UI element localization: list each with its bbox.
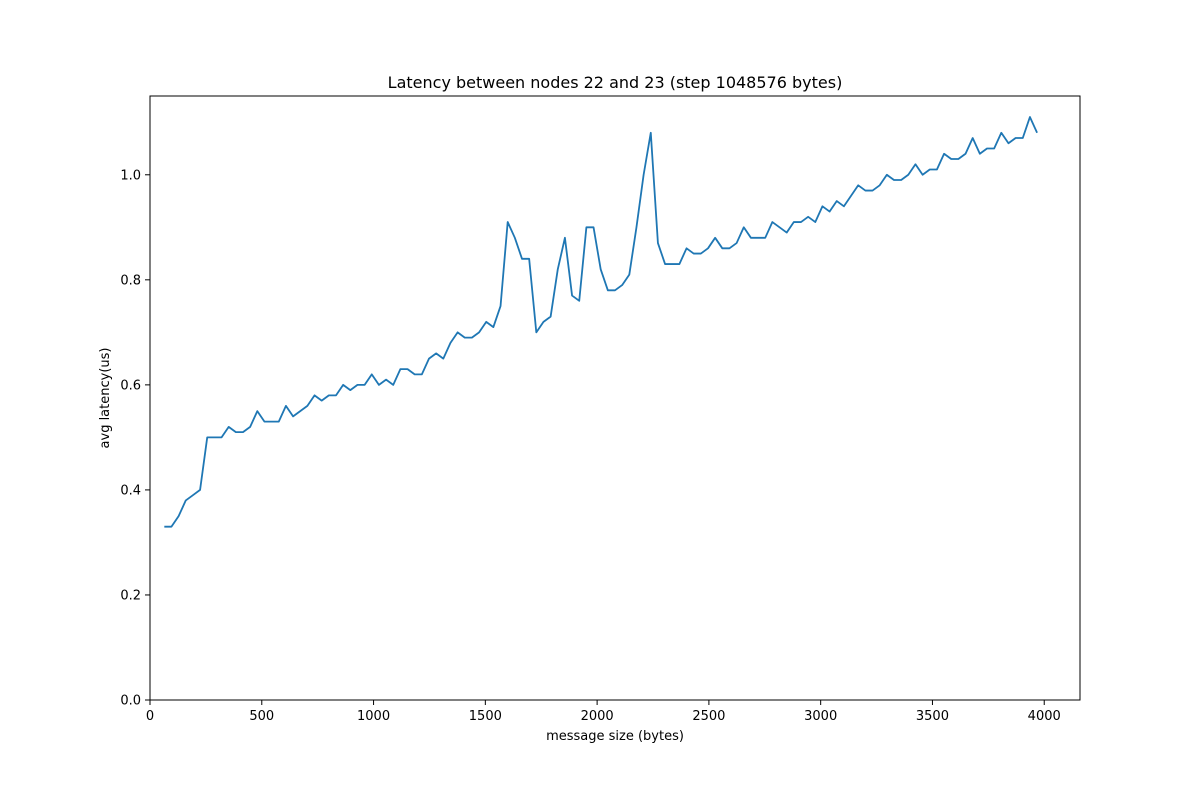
chart-title: Latency between nodes 22 and 23 (step 10… xyxy=(388,73,843,92)
y-tick-label: 0.0 xyxy=(120,694,141,709)
y-tick-label: 0.2 xyxy=(120,588,141,603)
x-tick-label: 3000 xyxy=(804,709,837,724)
y-tick-label: 0.4 xyxy=(120,483,141,498)
x-tick-label: 1000 xyxy=(357,709,390,724)
y-tick-label: 0.6 xyxy=(120,378,141,393)
y-tick-label: 1.0 xyxy=(120,168,141,183)
y-axis-label: avg latency(us) xyxy=(98,348,113,449)
x-tick-label: 2000 xyxy=(581,709,614,724)
y-axis: 0.0 0.2 0.4 0.6 0.8 1.0 xyxy=(120,168,150,709)
y-tick-label: 0.8 xyxy=(120,273,141,288)
x-tick-label: 1500 xyxy=(469,709,502,724)
x-axis: 0 500 1000 1500 2000 2500 3000 3500 4000 xyxy=(146,700,1061,724)
x-tick-label: 0 xyxy=(146,709,154,724)
series-line xyxy=(164,116,1038,528)
plot-frame xyxy=(149,95,1081,701)
x-tick-label: 500 xyxy=(249,709,274,724)
x-axis-label: message size (bytes) xyxy=(546,729,684,744)
x-tick-label: 3500 xyxy=(916,709,949,724)
x-tick-label: 4000 xyxy=(1028,709,1061,724)
x-tick-label: 2500 xyxy=(692,709,725,724)
